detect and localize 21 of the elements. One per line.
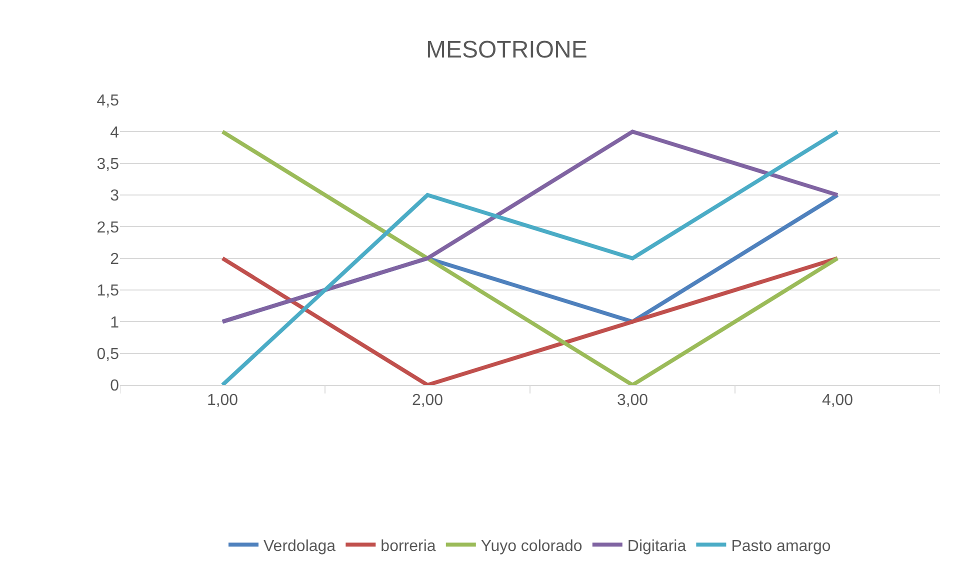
- legend-label: borreria: [380, 538, 436, 555]
- legend-label: Verdolaga: [264, 538, 336, 555]
- x-tick-label: 2,00: [412, 392, 444, 410]
- y-tick-label: 1,5: [96, 282, 120, 300]
- chart-title: MESOTRIONE: [426, 36, 588, 64]
- x-tick-label: 3,00: [616, 392, 648, 410]
- legend-label: Digitaria: [627, 538, 686, 555]
- legend-label: Yuyo colorado: [480, 538, 582, 555]
- y-tick-label: 4,5: [96, 92, 120, 110]
- y-tick-label: 2: [110, 250, 120, 268]
- y-tick-label: 3: [110, 188, 120, 205]
- y-tick-label: 3,5: [96, 156, 120, 173]
- line-series: [220, 130, 840, 324]
- legend-label: Pasto amargo: [731, 538, 831, 555]
- y-tick-label: 0,5: [96, 346, 120, 363]
- x-tick-label: 4,00: [822, 392, 854, 410]
- x-tick-label: 1,00: [206, 392, 238, 410]
- y-tick-label: 4: [110, 124, 120, 142]
- y-tick-label: 0: [110, 378, 120, 395]
- y-tick-label: 1: [110, 314, 120, 332]
- y-tick-label: 2,5: [96, 219, 120, 236]
